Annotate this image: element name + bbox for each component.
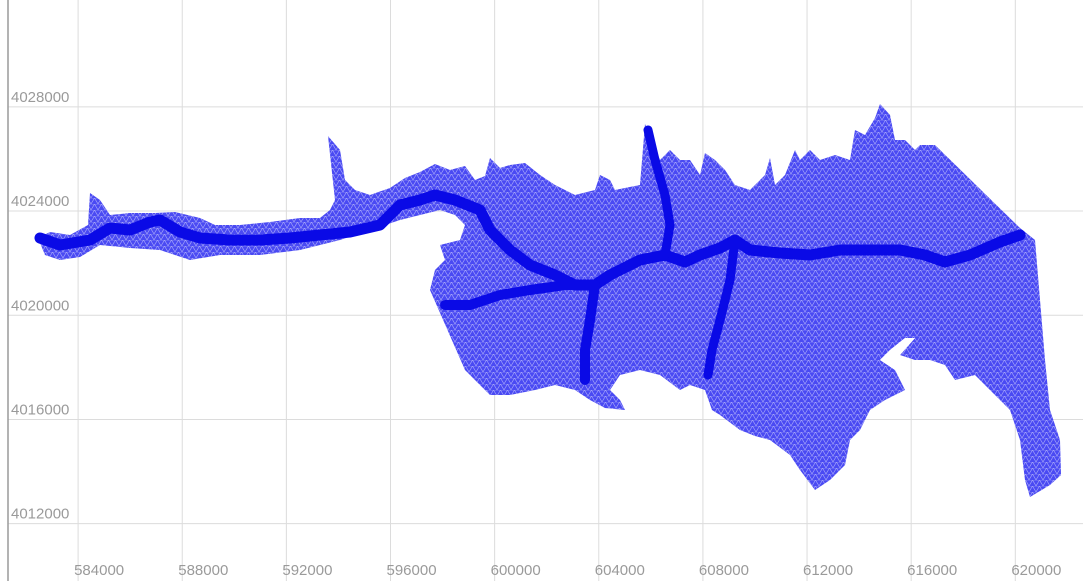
chart: 584000 588000 592000 596000 600000 604000 6080…	[0, 0, 1083, 581]
x-tick-label: 592000	[282, 562, 332, 579]
x-tick-label: 596000	[387, 562, 437, 579]
x-tick-label: 588000	[178, 562, 228, 579]
x-tick-label: 620000	[1011, 562, 1061, 579]
x-tick-label: 616000	[907, 562, 957, 579]
x-tick-label: 584000	[74, 562, 124, 579]
x-tick-label: 612000	[803, 562, 853, 579]
y-tick-label: 4012000	[11, 506, 69, 523]
y-tick-label: 4016000	[11, 401, 69, 418]
x-tick-label: 600000	[491, 562, 541, 579]
x-tick-label: 604000	[595, 562, 645, 579]
mesh-lines	[38, 104, 1061, 497]
y-tick-label: 4020000	[11, 297, 69, 314]
x-tick-label: 608000	[699, 562, 749, 579]
y-tick-label: 4024000	[11, 193, 69, 210]
y-tick-label: 4028000	[11, 89, 69, 106]
mesh	[38, 104, 1061, 497]
